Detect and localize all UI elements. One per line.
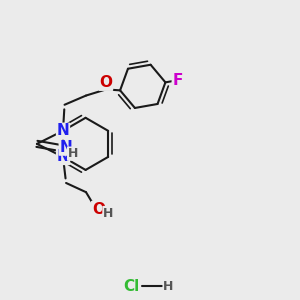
Text: F: F [172,73,183,88]
Text: H: H [68,147,78,160]
Text: O: O [100,75,112,90]
Text: Cl: Cl [124,279,140,294]
Text: H: H [163,280,174,293]
Text: N: N [59,140,72,155]
Text: H: H [103,206,113,220]
Text: O: O [92,202,105,217]
Text: N: N [57,123,69,138]
Text: N: N [57,149,69,164]
